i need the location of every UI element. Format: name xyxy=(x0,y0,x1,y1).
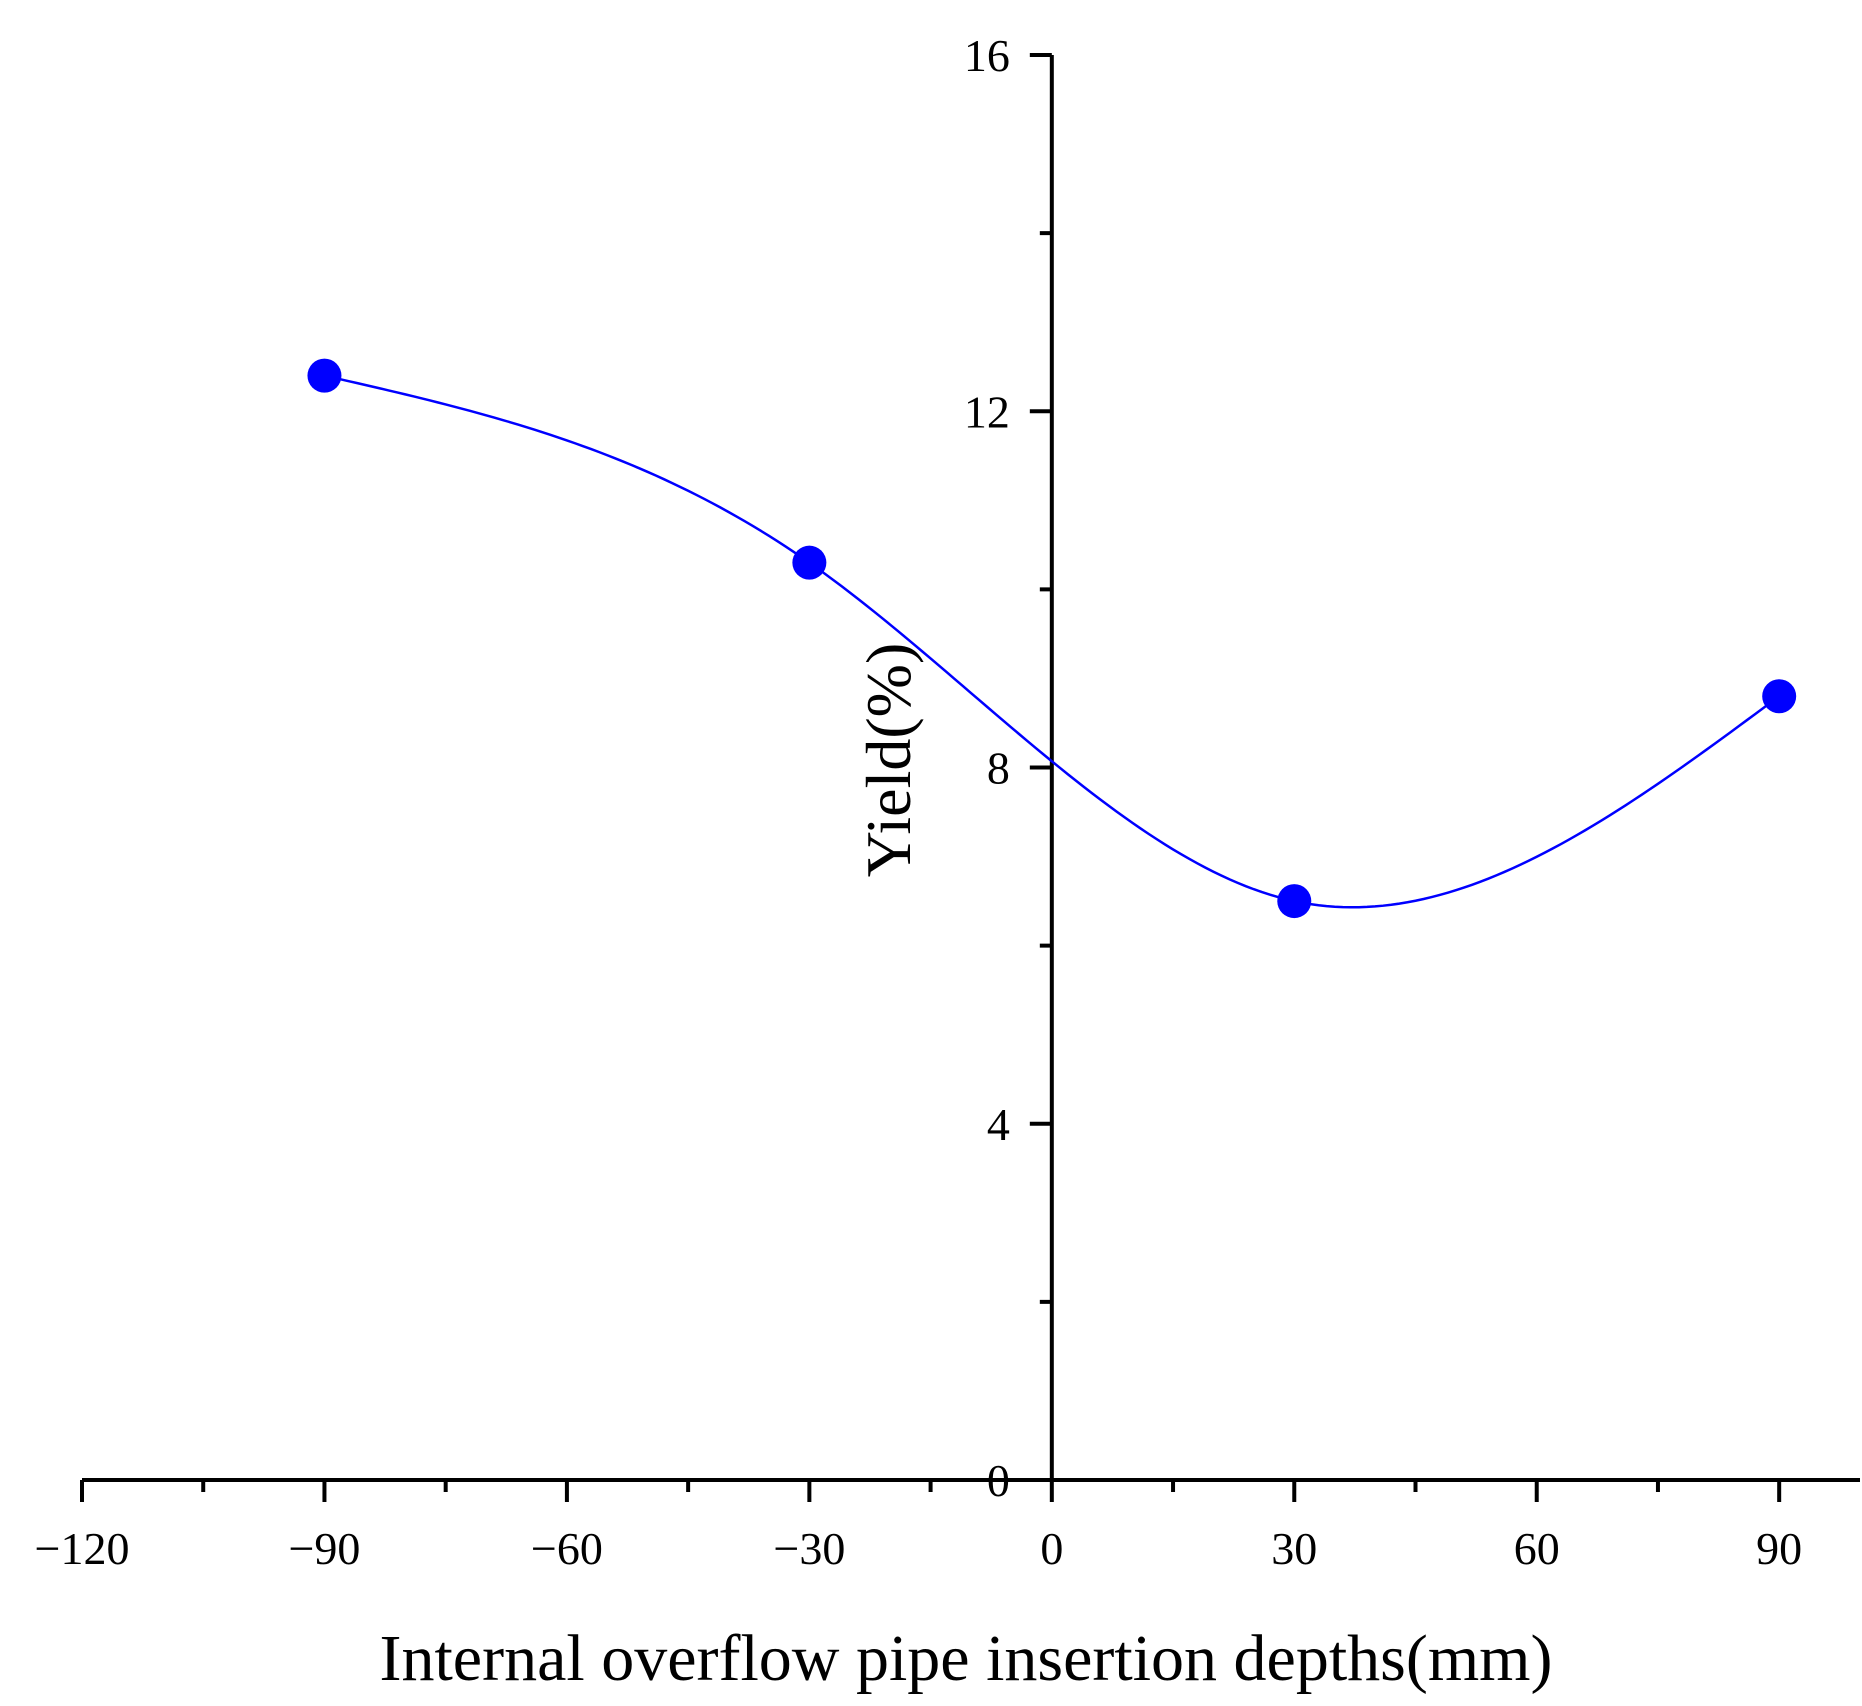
data-point xyxy=(792,545,827,580)
x-tick-label: 30 xyxy=(1271,1523,1317,1574)
y-tick-label: 12 xyxy=(964,386,1010,437)
tick-labels: −120 −90 −60 −30 0 30 60 90 0 4 8 12 16 xyxy=(35,30,1803,1574)
x-tick-label: 90 xyxy=(1756,1523,1802,1574)
data-point xyxy=(1762,679,1797,714)
x-tick-label: −120 xyxy=(35,1523,130,1574)
y-tick-label: 4 xyxy=(987,1099,1010,1150)
x-tick-label: −60 xyxy=(531,1523,603,1574)
ticks xyxy=(80,53,1782,1502)
y-axis-title: Yield(%) xyxy=(853,643,924,878)
x-tick-label: 0 xyxy=(1040,1523,1063,1574)
y-tick-label: 16 xyxy=(964,30,1010,81)
data-point xyxy=(1277,884,1312,919)
y-tick-label: 8 xyxy=(987,743,1010,794)
x-tick-label: 60 xyxy=(1514,1523,1560,1574)
axes xyxy=(82,55,1860,1482)
x-axis-title: Internal overflow pipe insertion depths(… xyxy=(379,1622,1552,1695)
data-point xyxy=(307,358,342,393)
y-tick-label: 0 xyxy=(987,1455,1010,1506)
series-line xyxy=(324,374,1780,909)
series-layer xyxy=(307,358,1797,919)
x-tick-label: −30 xyxy=(773,1523,845,1574)
x-tick-label: −90 xyxy=(288,1523,360,1574)
